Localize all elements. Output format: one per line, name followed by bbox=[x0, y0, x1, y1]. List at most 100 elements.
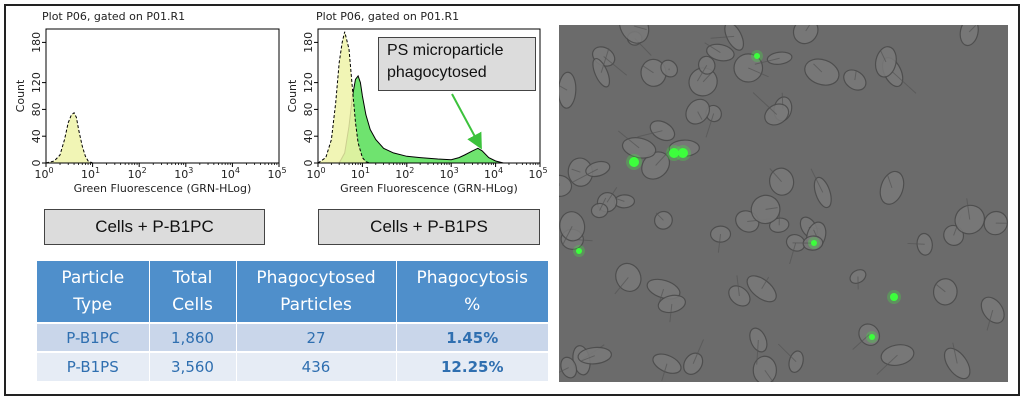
cell bbox=[752, 355, 778, 382]
cell-process bbox=[966, 198, 971, 220]
cell-process bbox=[986, 310, 994, 331]
x-tick-label: 101 bbox=[81, 166, 100, 181]
cell-process bbox=[769, 168, 782, 182]
cell-process bbox=[805, 25, 811, 32]
cell-process bbox=[952, 342, 958, 364]
y-axis-label: Count bbox=[286, 79, 299, 112]
cell-process bbox=[614, 277, 629, 295]
plot-frame bbox=[317, 28, 541, 164]
green-particle bbox=[669, 148, 679, 158]
cell bbox=[577, 346, 613, 365]
x-tick-label: 100 bbox=[306, 166, 325, 181]
x-tick-label: 100 bbox=[34, 166, 53, 181]
y-tick-label: 120 bbox=[302, 72, 315, 93]
cell-phagocytosis-percent: 1.45% bbox=[396, 322, 548, 352]
cell-process bbox=[852, 334, 870, 350]
cell-process bbox=[813, 229, 817, 236]
cell-process bbox=[777, 343, 797, 363]
cell bbox=[621, 137, 657, 159]
cell-process bbox=[559, 367, 569, 373]
cell-phagocytosed-particles: 436 bbox=[236, 351, 397, 381]
cell-process bbox=[559, 84, 568, 91]
y-tick-label: 0 bbox=[30, 160, 43, 167]
header-phagocytosed-particles: Phagocytosed Particles bbox=[236, 261, 397, 323]
x-tick-label: 102 bbox=[128, 166, 147, 181]
cell-process bbox=[642, 65, 654, 74]
x-tick-label: 102 bbox=[395, 166, 414, 181]
y-tick-label: 120 bbox=[30, 72, 43, 93]
caption-p-b1ps: Cells + P-B1PS bbox=[318, 209, 540, 245]
cell bbox=[792, 25, 819, 45]
cell-process bbox=[748, 67, 769, 78]
histogram-1-series-1 bbox=[45, 112, 93, 164]
cell bbox=[653, 210, 673, 230]
cell-process bbox=[692, 339, 704, 364]
x-tick-label: 103 bbox=[440, 166, 459, 181]
cell-process bbox=[754, 57, 780, 65]
cell bbox=[592, 57, 611, 88]
x-axis-label: Green Fluorescence (GRN-HLog) bbox=[74, 182, 252, 195]
cell bbox=[559, 71, 577, 109]
green-particle bbox=[811, 240, 817, 246]
cell bbox=[880, 344, 915, 366]
callout-line-1: PS microparticle bbox=[387, 42, 504, 59]
cell bbox=[649, 120, 676, 142]
cell-process bbox=[880, 50, 887, 63]
cell bbox=[768, 217, 790, 233]
plot-frame bbox=[45, 28, 280, 164]
cell bbox=[766, 51, 793, 65]
cell-process bbox=[764, 369, 774, 382]
y-tick-label: 40 bbox=[30, 129, 43, 143]
cell-process bbox=[603, 56, 628, 76]
y-tick-label: 180 bbox=[30, 32, 43, 53]
cell-process bbox=[637, 130, 663, 138]
cell bbox=[724, 25, 745, 51]
cell bbox=[590, 202, 609, 219]
fluorescence-micrograph bbox=[559, 25, 1008, 382]
cell-process bbox=[752, 92, 778, 115]
cell-process bbox=[710, 35, 735, 39]
histogram-2-title: Plot P06, gated on P01.R1 bbox=[316, 10, 460, 23]
caption-p-b1pc: Cells + P-B1PC bbox=[44, 209, 265, 245]
y-tick-label: 80 bbox=[30, 102, 43, 116]
x-tick-label: 101 bbox=[351, 166, 370, 181]
x-tick-label: 105 bbox=[267, 166, 286, 181]
table-row: P-B1PS 3,560 436 12.25% bbox=[37, 351, 548, 381]
x-tick-label: 104 bbox=[484, 166, 503, 181]
histogram-2-series-1 bbox=[316, 31, 371, 164]
green-particle bbox=[678, 148, 688, 158]
cell-process bbox=[789, 242, 797, 265]
y-tick-label: 0 bbox=[302, 160, 315, 167]
cell-process bbox=[810, 168, 824, 193]
cell bbox=[746, 275, 777, 303]
green-particle bbox=[869, 334, 875, 340]
cell-total-cells: 1,860 bbox=[149, 322, 237, 352]
y-tick-label: 40 bbox=[302, 129, 315, 143]
y-tick-label: 80 bbox=[302, 102, 315, 116]
cell-total-cells: 3,560 bbox=[149, 351, 237, 381]
cell-process bbox=[968, 25, 977, 33]
cell bbox=[559, 211, 586, 242]
cell-process bbox=[907, 242, 925, 245]
cell-process bbox=[705, 113, 715, 138]
y-axis-label: Count bbox=[14, 79, 27, 112]
cell bbox=[660, 59, 679, 78]
callout-box: PS microparticle phagocytosed bbox=[378, 37, 536, 91]
cell-process bbox=[606, 187, 618, 203]
cell-process bbox=[876, 354, 898, 375]
y-tick-label: 180 bbox=[302, 32, 315, 53]
cell bbox=[685, 98, 711, 125]
cell bbox=[932, 278, 958, 306]
cell bbox=[652, 353, 682, 374]
cell-process bbox=[618, 130, 640, 149]
cell-process bbox=[581, 355, 595, 362]
cell-process bbox=[765, 207, 778, 210]
cell-process bbox=[599, 197, 607, 211]
table-row: P-B1PC 1,860 27 1.45% bbox=[37, 322, 548, 352]
cell bbox=[813, 176, 832, 209]
cell bbox=[843, 69, 867, 91]
histogram-1-title: Plot P06, gated on P01.R1 bbox=[42, 10, 186, 23]
x-tick-label: 103 bbox=[174, 166, 193, 181]
cell-process bbox=[669, 303, 673, 323]
